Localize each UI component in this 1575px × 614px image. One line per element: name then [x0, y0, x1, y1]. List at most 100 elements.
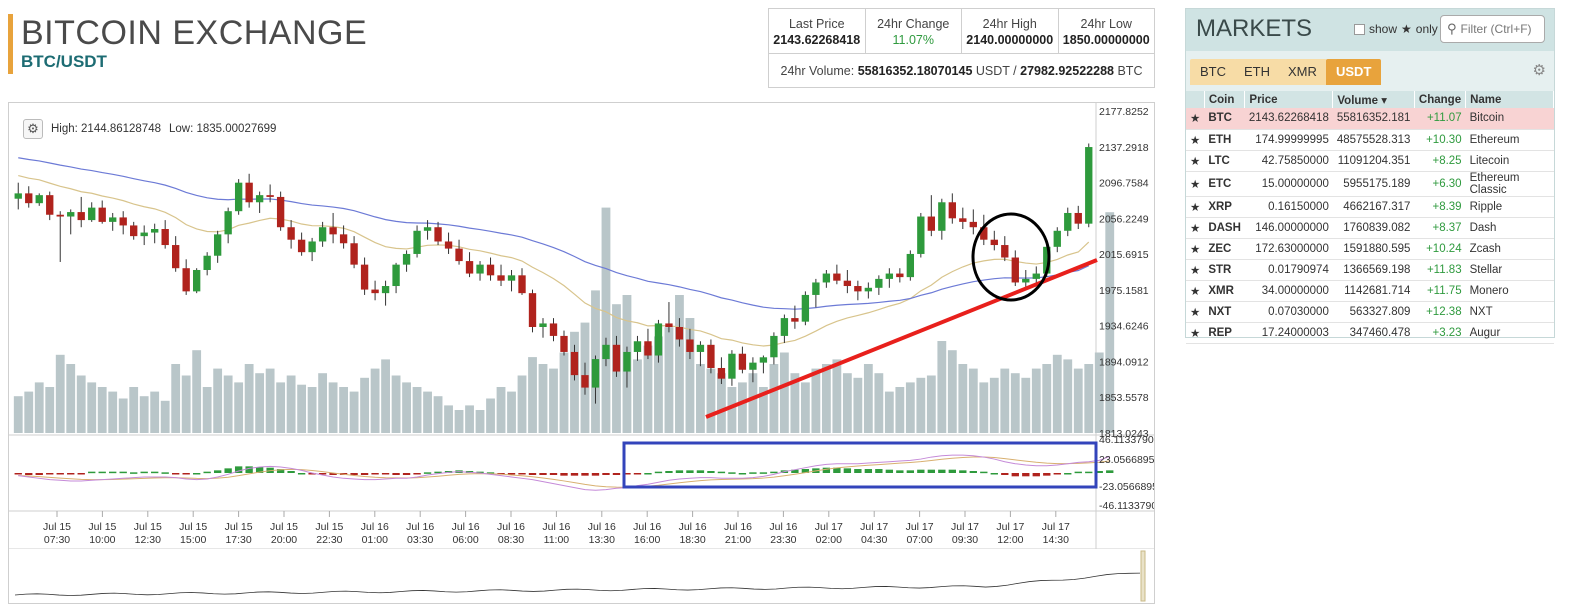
favorite-star-icon[interactable]: ★ [1186, 129, 1205, 151]
macd-histogram-bar [486, 472, 495, 474]
macd-histogram-bar [371, 473, 379, 475]
favorite-star-icon[interactable]: ★ [1186, 108, 1205, 130]
coin-column-header[interactable]: Coin [1204, 91, 1246, 108]
favorite-star-icon[interactable]: ★ [1186, 259, 1205, 281]
chart-canvas[interactable]: 2177.8252 2137.2918 2096.7584 2056.2249 2015… [9, 103, 1154, 603]
macd-histogram-bar [591, 473, 600, 476]
volume-bar [654, 336, 663, 433]
filter-input[interactable]: ⚲ Filter (Ctrl+F) [1440, 15, 1545, 43]
volume-bar [1042, 364, 1052, 433]
macd-histogram-bar [959, 470, 967, 473]
navigator-line [14, 572, 1141, 596]
candle-down [25, 193, 33, 204]
volume-column-header[interactable]: Volume ▾ [1332, 91, 1415, 108]
volume-bar [905, 382, 915, 433]
market-row-xrp[interactable]: ★ XRP 0.16150000 4662167.317 +8.39 Ripple [1186, 196, 1554, 218]
candle-up [88, 207, 96, 221]
market-row-btc[interactable]: ★ BTC 2143.62268418 55816352.181 +11.07 Bitco… [1186, 108, 1554, 130]
price-cell: 17.24000003 [1244, 322, 1333, 344]
candle-down [287, 227, 295, 240]
high-value: 2140.00000000 [966, 33, 1054, 47]
macd-histogram-bar [833, 467, 841, 473]
price-chart[interactable]: 2177.8252 2137.2918 2096.7584 2056.2249 2015… [8, 102, 1155, 604]
name-column-header[interactable]: Name [1465, 91, 1554, 108]
price-column-header[interactable]: Price [1244, 91, 1334, 108]
chart-low-text: Low: 1835.00027699 [169, 123, 277, 135]
volume-bar [769, 364, 779, 433]
time-label-time: 08:30 [498, 534, 524, 546]
macd-histogram-bar [875, 469, 883, 473]
market-row-etc[interactable]: ★ ETC 15.00000000 5955175.189 +6.30 Ethereum … [1186, 171, 1554, 197]
volume-bar [370, 368, 380, 433]
show-starred-checkbox[interactable] [1354, 23, 1365, 35]
market-row-zec[interactable]: ★ ZEC 172.63000000 1591880.595 +10.24 Zcash [1186, 238, 1554, 260]
name-cell: Zcash [1465, 238, 1554, 260]
favorite-star-icon[interactable]: ★ [1186, 238, 1205, 260]
favorite-star-icon[interactable]: ★ [1186, 322, 1205, 344]
macd-histogram-bar [172, 473, 180, 475]
chart-settings-gear-icon[interactable]: ⚙ [23, 119, 43, 139]
macd-histogram-bar [843, 468, 852, 473]
show-starred-toggle[interactable]: show ★ only [1354, 22, 1438, 36]
change-column-header[interactable]: Change [1414, 91, 1467, 108]
time-label-date: Jul 16 [406, 521, 434, 533]
tab-xmr[interactable]: XMR [1278, 59, 1327, 85]
macd-histogram-bar [1032, 473, 1040, 477]
time-label-time: 15:00 [180, 534, 206, 546]
candle-down [581, 375, 589, 388]
favorite-star-icon[interactable]: ★ [1186, 150, 1205, 172]
volume-usdt-unit: USDT / [975, 64, 1017, 78]
market-row-xmr[interactable]: ★ XMR 34.00000000 1142681.714 +11.75 Monero [1186, 280, 1554, 302]
coin-cell: BTC [1204, 108, 1245, 130]
time-label-time: 10:00 [89, 534, 115, 546]
tab-btc[interactable]: BTC [1190, 59, 1236, 85]
favorite-star-icon[interactable]: ★ [1186, 217, 1205, 239]
volume-bar [108, 391, 118, 433]
candle-down [570, 351, 579, 376]
market-row-str[interactable]: ★ STR 0.01790974 1366569.198 +11.83 Stellar [1186, 259, 1554, 281]
name-cell: Bitcoin [1465, 108, 1554, 130]
candle-down [339, 234, 348, 244]
favorite-star-icon[interactable]: ★ [1186, 196, 1205, 218]
candle-up [35, 195, 43, 204]
favorite-star-icon[interactable]: ★ [1186, 280, 1205, 302]
volume-bar [349, 391, 359, 433]
star-column-header [1186, 91, 1205, 108]
time-label-date: Jul 17 [996, 521, 1024, 533]
candle-up [780, 318, 789, 336]
coin-cell: DASH [1204, 217, 1245, 239]
candle-up [507, 275, 516, 281]
candle-down [465, 261, 474, 274]
market-row-rep[interactable]: ★ REP 17.24000003 347460.478 +3.23 Augur [1186, 322, 1554, 344]
candle-down [675, 327, 684, 340]
volume-bar [779, 352, 789, 433]
markets-settings-gear-icon[interactable]: ⚙ [1532, 62, 1546, 79]
volume-bar [696, 364, 705, 433]
volume-bar [433, 396, 443, 433]
macd-tick-label: -23.0566895 [1099, 481, 1154, 493]
market-row-ltc[interactable]: ★ LTC 42.75850000 11091204.351 +8.25 Litecoin [1186, 150, 1554, 172]
chart-high-text: High: 2144.86128748 [51, 123, 161, 135]
time-label-time: 12:00 [997, 534, 1023, 546]
candle-down [119, 217, 127, 226]
volume-bar [475, 410, 485, 433]
candle-down [644, 341, 652, 356]
market-row-eth[interactable]: ★ ETH 174.99999995 48575528.313 +10.30 Ethere… [1186, 129, 1554, 151]
macd-histogram-bar [234, 466, 243, 473]
coin-cell: XRP [1204, 196, 1245, 218]
time-label-date: Jul 15 [270, 521, 298, 533]
tab-eth[interactable]: ETH [1234, 59, 1280, 85]
coin-cell: REP [1204, 322, 1245, 344]
candle-down [854, 286, 862, 292]
time-label-time: 17:30 [225, 534, 251, 546]
favorite-star-icon[interactable]: ★ [1186, 171, 1205, 197]
volume-btc-unit: BTC [1117, 64, 1143, 78]
ema-slow-line [18, 157, 1090, 310]
favorite-star-icon[interactable]: ★ [1186, 301, 1205, 323]
macd-histogram-bar [518, 473, 526, 475]
tab-usdt[interactable]: USDT [1326, 59, 1382, 85]
market-row-nxt[interactable]: ★ NXT 0.07030000 563327.809 +12.38 NXT [1186, 301, 1554, 323]
volume-bar [202, 387, 212, 433]
candle-up [654, 323, 663, 356]
market-row-dash[interactable]: ★ DASH 146.00000000 1760839.082 +8.37 Dash [1186, 217, 1554, 239]
